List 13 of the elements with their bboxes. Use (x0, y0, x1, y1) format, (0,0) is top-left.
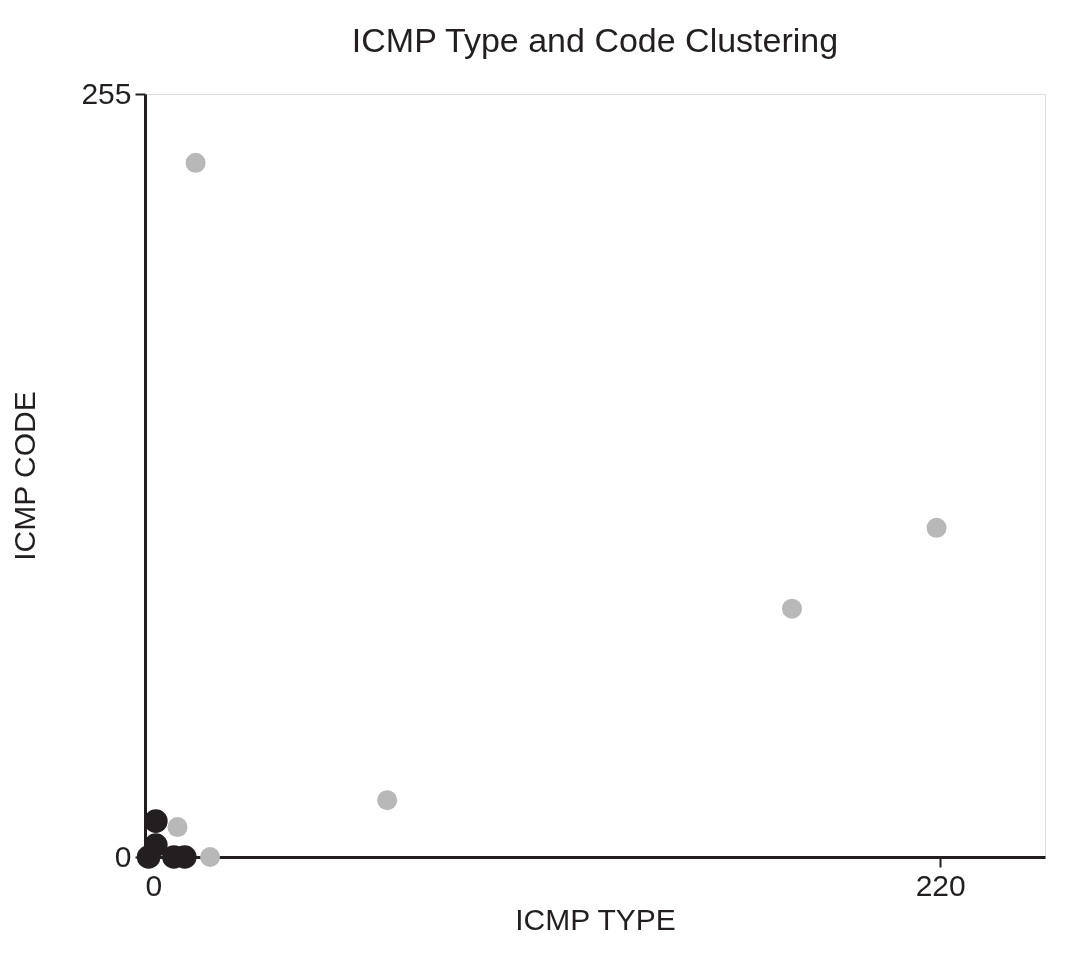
y-tick-label: 255 (81, 76, 132, 110)
y-axis-title: ICMP CODE (8, 391, 42, 561)
point (200, 847, 221, 867)
point (136, 845, 161, 869)
point (167, 817, 188, 838)
chart-title: ICMP Type and Code Clustering (351, 21, 839, 59)
point (185, 152, 206, 173)
x-tick-label: 220 (915, 868, 966, 902)
point (144, 809, 168, 833)
x-axis-title: ICMP TYPE (515, 902, 676, 936)
point (926, 517, 947, 538)
point (377, 790, 398, 811)
point (781, 598, 802, 619)
